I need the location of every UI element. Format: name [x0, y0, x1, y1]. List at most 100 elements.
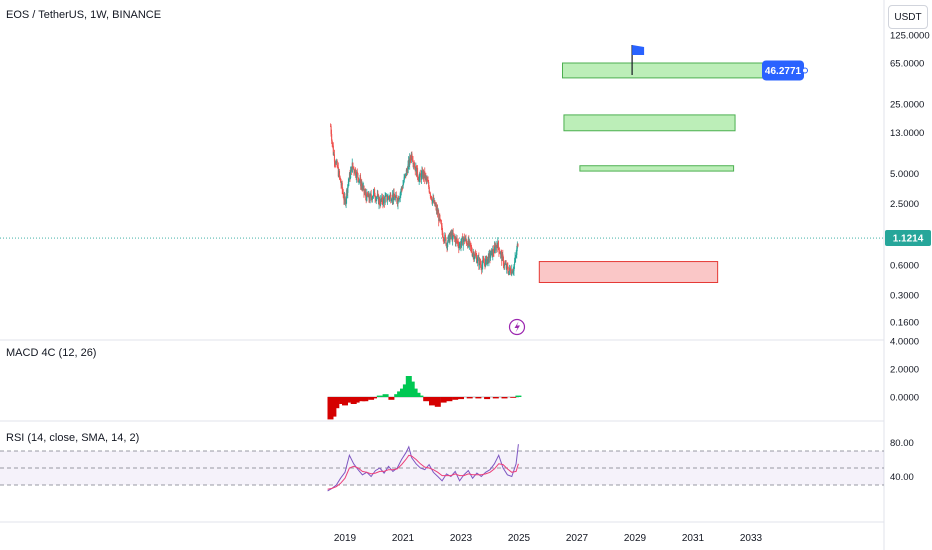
price-tick-label: 0.1600 [890, 318, 919, 329]
candle-body [407, 164, 409, 173]
current-price-label: 1.1214 [893, 234, 924, 245]
macd-bar [466, 397, 473, 399]
candle-body [344, 196, 346, 202]
candle-body [460, 243, 462, 248]
candle-body [363, 185, 365, 193]
macd-bar [388, 397, 395, 400]
time-tick-label: 2021 [392, 533, 415, 544]
candle-body [374, 196, 376, 199]
candle-body [422, 171, 424, 178]
candle-body [481, 264, 483, 270]
candle-body [485, 256, 487, 260]
candle-body [415, 165, 417, 172]
candle-body [437, 208, 439, 214]
candle-body [375, 197, 377, 201]
candle-body [413, 163, 415, 167]
candle-body [379, 198, 381, 204]
candle-body [356, 171, 358, 174]
candle-body [419, 173, 421, 178]
candle-body [381, 196, 383, 202]
candle-body [371, 197, 373, 200]
candle-body [377, 194, 379, 196]
macd-bar [423, 397, 430, 402]
candle-body [507, 271, 510, 275]
price-tick-label: 65.0000 [890, 59, 924, 70]
candle-body [424, 175, 426, 179]
candle-body [399, 193, 401, 198]
target-price-badge [762, 60, 804, 81]
candle-body [453, 235, 455, 237]
rsi-label: RSI (14, close, SMA, 14, 2) [6, 432, 140, 444]
target-zone [562, 62, 768, 79]
candle-body [452, 232, 454, 236]
candle-body [465, 237, 467, 241]
candle-body [382, 201, 384, 204]
candle-body [490, 250, 492, 256]
candle-body [433, 200, 435, 203]
candle-body [341, 182, 343, 190]
candle-body [506, 264, 508, 269]
candle-body [509, 267, 511, 272]
candle-body [463, 236, 465, 242]
candle-body [438, 214, 440, 221]
candle-body [469, 241, 471, 243]
candle-body [426, 179, 428, 181]
candle-body [494, 245, 496, 247]
candle-body [509, 267, 511, 270]
candle-body [389, 195, 391, 199]
candle-body [339, 176, 341, 179]
price-tick-label: 0.6000 [890, 261, 919, 272]
macd-bar [515, 395, 522, 397]
candle-body [335, 162, 337, 165]
candle-body [497, 241, 499, 248]
candle-body [350, 167, 352, 171]
candle-body [372, 191, 375, 196]
candle-body [448, 234, 450, 243]
macd-bar [382, 394, 389, 397]
macd-bar [371, 397, 377, 399]
candle-body [514, 257, 516, 262]
candle-body [475, 254, 477, 256]
candle-body [361, 185, 363, 188]
candle-body [359, 180, 361, 182]
candle-body [357, 177, 359, 182]
candle-body [459, 243, 462, 248]
candle-body [477, 257, 479, 262]
candle-body [464, 239, 466, 242]
candle-body [337, 166, 339, 168]
overlay-layer: 1.1214 46.2771 [0, 45, 931, 336]
candle-body [384, 198, 386, 203]
candle-body [478, 259, 481, 266]
candle-body [364, 192, 366, 194]
candle-body [401, 187, 403, 189]
symbol-title: EOS / TetherUS, 1W, BINANCE [6, 9, 162, 21]
time-tick-label: 2031 [682, 533, 705, 544]
candle-body [480, 263, 482, 265]
currency-button[interactable]: USDT [888, 5, 928, 29]
candle-body [348, 173, 351, 180]
candle-body [390, 200, 392, 202]
candle-body [382, 197, 385, 204]
candle-body [420, 175, 422, 180]
candle-body [388, 197, 390, 199]
rsi-tick-label: 40.00 [890, 472, 914, 483]
candle-body [400, 187, 402, 192]
candle-body [386, 194, 388, 201]
candle-body [430, 195, 432, 197]
candle-body [412, 160, 414, 165]
candle-body [331, 140, 333, 143]
candle-body [335, 161, 337, 165]
candle-body [442, 236, 444, 238]
candle-body [517, 243, 519, 247]
candle-body [367, 195, 369, 198]
candle-body [462, 237, 464, 246]
candle-body [396, 197, 398, 203]
candle-body [510, 269, 512, 274]
candle-body [498, 247, 500, 253]
candle-body [467, 244, 469, 248]
candle-body [453, 235, 455, 238]
candle-body [362, 185, 365, 187]
rsi-ma-line [327, 454, 519, 490]
candle-body [330, 126, 332, 128]
